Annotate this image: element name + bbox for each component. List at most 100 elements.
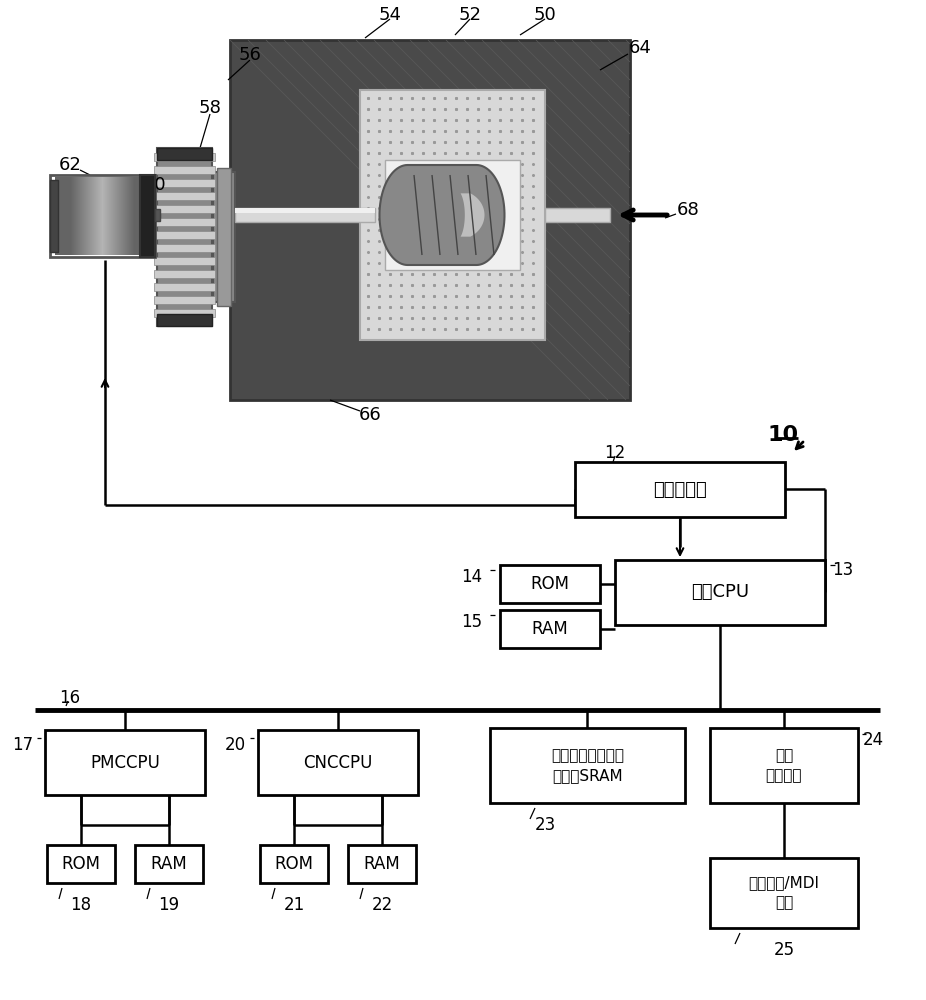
Bar: [70, 177, 71, 255]
Text: PMCCPU: PMCCPU: [90, 754, 160, 772]
Text: 24: 24: [862, 731, 883, 749]
Bar: [140, 177, 141, 255]
Bar: [145, 177, 146, 255]
Bar: [75, 177, 76, 255]
Bar: [120, 177, 121, 255]
Bar: [154, 205, 215, 213]
Bar: [90, 177, 91, 255]
Bar: [61, 177, 62, 255]
Text: 21: 21: [283, 896, 305, 914]
Text: 显示装置/MDI
单元: 显示装置/MDI 单元: [748, 876, 820, 910]
Bar: [79, 177, 80, 255]
Bar: [107, 177, 108, 255]
Bar: [50, 175, 155, 257]
Bar: [108, 177, 109, 255]
Bar: [67, 177, 68, 255]
Bar: [99, 177, 100, 255]
Bar: [85, 177, 86, 255]
Bar: [88, 177, 89, 255]
Bar: [213, 172, 235, 302]
Bar: [139, 177, 140, 255]
Bar: [258, 730, 418, 795]
Bar: [96, 177, 97, 255]
Bar: [45, 730, 205, 795]
Bar: [127, 177, 128, 255]
Text: 17: 17: [12, 736, 33, 754]
Text: 50: 50: [533, 6, 557, 24]
Text: 12: 12: [605, 444, 626, 462]
Bar: [56, 177, 57, 255]
Text: 13: 13: [832, 561, 854, 579]
Bar: [385, 160, 520, 270]
Text: 58: 58: [198, 99, 221, 117]
Text: 56: 56: [239, 46, 261, 64]
Bar: [102, 177, 103, 255]
Bar: [235, 208, 375, 213]
Bar: [128, 177, 129, 255]
Bar: [55, 177, 56, 255]
Text: 52: 52: [458, 6, 482, 24]
Bar: [94, 177, 95, 255]
Bar: [360, 90, 545, 340]
Text: 64: 64: [629, 39, 651, 57]
Bar: [157, 148, 212, 326]
Text: 画面
显示电路: 画面 显示电路: [766, 748, 802, 783]
Text: 22: 22: [371, 896, 393, 914]
Bar: [73, 177, 74, 255]
Bar: [47, 845, 115, 883]
Bar: [114, 177, 115, 255]
Bar: [126, 177, 127, 255]
Bar: [154, 179, 215, 187]
Bar: [64, 177, 65, 255]
Text: 54: 54: [379, 6, 402, 24]
Bar: [118, 177, 119, 255]
Bar: [148, 177, 149, 255]
Text: 旋转模芯动作条件
保存用SRAM: 旋转模芯动作条件 保存用SRAM: [551, 748, 624, 783]
Bar: [154, 309, 215, 317]
Bar: [68, 177, 69, 255]
Bar: [101, 177, 102, 255]
Polygon shape: [460, 193, 484, 237]
Bar: [137, 177, 138, 255]
Text: RAM: RAM: [151, 855, 187, 873]
Bar: [87, 177, 88, 255]
Bar: [615, 560, 825, 625]
Bar: [113, 177, 114, 255]
Bar: [84, 177, 85, 255]
Text: 16: 16: [59, 689, 81, 707]
Bar: [125, 177, 126, 255]
Bar: [95, 177, 96, 255]
Bar: [500, 610, 600, 648]
Bar: [57, 177, 58, 255]
Bar: [105, 177, 106, 255]
Bar: [100, 177, 101, 255]
Bar: [97, 177, 98, 255]
Bar: [82, 177, 83, 255]
Bar: [123, 177, 124, 255]
Bar: [74, 177, 75, 255]
Bar: [83, 177, 84, 255]
Bar: [69, 177, 70, 255]
Text: 60: 60: [144, 176, 167, 194]
Text: 62: 62: [58, 156, 81, 174]
Bar: [116, 177, 117, 255]
Bar: [500, 565, 600, 603]
Bar: [135, 845, 203, 883]
Bar: [138, 177, 139, 255]
Bar: [111, 177, 112, 255]
Bar: [119, 177, 120, 255]
Bar: [89, 177, 90, 255]
Bar: [81, 177, 82, 255]
Bar: [146, 177, 147, 255]
Bar: [93, 177, 94, 255]
Bar: [157, 314, 212, 326]
Bar: [104, 177, 105, 255]
Text: 25: 25: [773, 941, 795, 959]
Bar: [149, 177, 150, 255]
Bar: [575, 462, 785, 517]
Text: RAM: RAM: [364, 855, 400, 873]
Bar: [66, 177, 67, 255]
Bar: [71, 177, 72, 255]
Bar: [140, 175, 155, 257]
Bar: [154, 270, 215, 278]
